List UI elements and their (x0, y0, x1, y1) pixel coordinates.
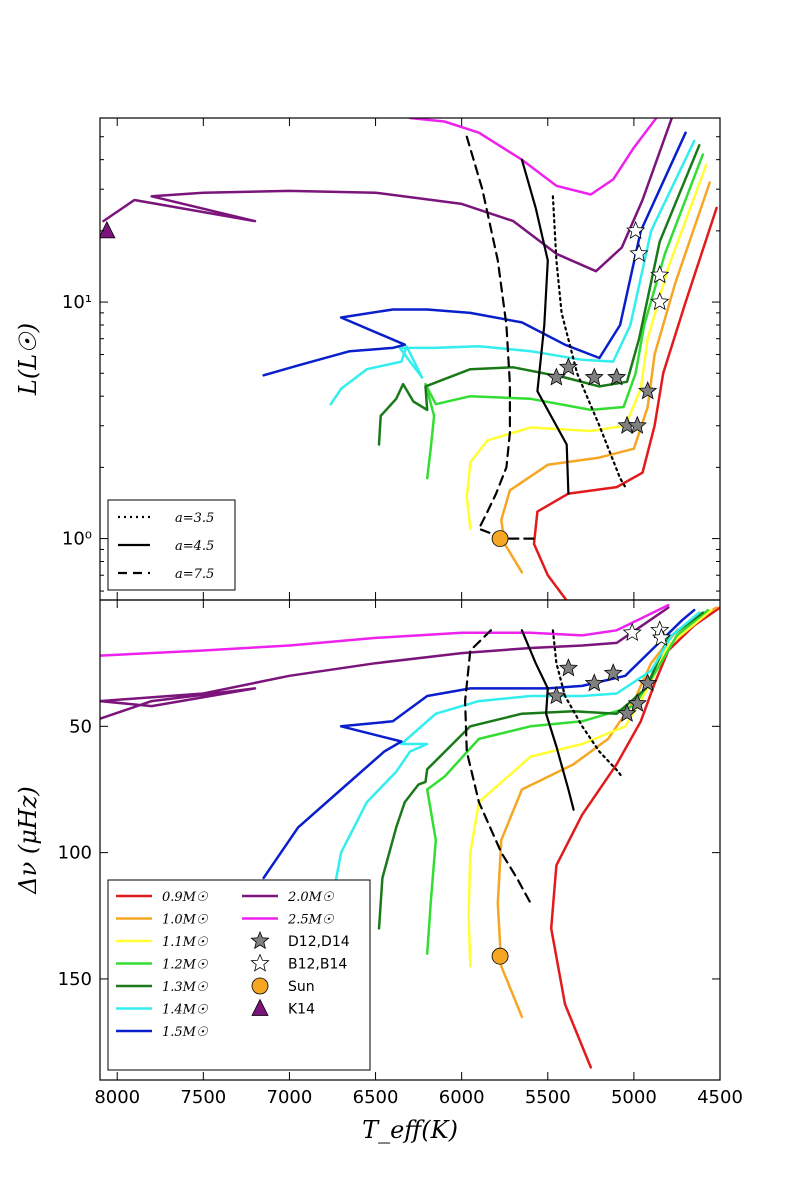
marker-b12b14 (650, 265, 670, 284)
series-line-a=4.5 (520, 158, 570, 495)
legend-marker-triangle (251, 998, 269, 1016)
marker-b12b14 (622, 622, 642, 641)
legend-label: a=7.5 (175, 567, 214, 582)
legend-frame (107, 879, 371, 1071)
panel-top: 10⁰ 10¹ L(L☉) (14, 117, 721, 601)
legend-label: K14 (288, 1002, 315, 1018)
legend-marker-star-filled (250, 930, 270, 950)
y-axis-label: Δν (μHz) (14, 786, 42, 894)
y-tick-label: 50 (69, 716, 92, 737)
x-axis-label: T_eff(K) (362, 1116, 458, 1144)
marker-b12b14 (651, 627, 672, 647)
legend-top: a=3.5 a=4.5 a=7.5 (107, 499, 236, 591)
legend-label: 1.5M☉ (162, 1025, 209, 1040)
legend-label: a=4.5 (175, 539, 214, 554)
y-tick-label: 150 (58, 969, 92, 990)
marker-b12b14 (629, 243, 649, 262)
panel-bottom: 50 100 150 Δν (μHz) (14, 599, 721, 1081)
y-axis-label: L(L☉) (14, 323, 42, 396)
marker-d12d14 (627, 415, 647, 434)
legend-marker-star-open (250, 953, 270, 972)
legend-label: 2.0M☉ (287, 890, 335, 905)
series-line-a=3.5 (551, 629, 623, 778)
x-tick-label: 5000 (611, 1087, 657, 1108)
series-line-1.2M (424, 153, 705, 480)
x-tick-label: 6000 (439, 1087, 485, 1108)
series-line-1.2M (425, 608, 710, 955)
x-tick-label: 7500 (180, 1087, 226, 1108)
marker-d12d14 (627, 693, 647, 712)
series-line-1.4M (331, 611, 701, 900)
series-line-a=7.5 (464, 629, 532, 905)
legend-label: 1.1M☉ (162, 935, 209, 950)
legend-label: 1.4M☉ (162, 1003, 209, 1018)
marker-d12d14 (603, 663, 623, 682)
series-line-0.9M (549, 606, 720, 1069)
series-line-1.0M (500, 181, 711, 574)
marker-d12d14 (584, 367, 604, 386)
x-tick-label: 4500 (697, 1087, 743, 1108)
legend-label: B12,B14 (288, 957, 347, 973)
marker-d12d14 (607, 367, 627, 386)
marker-sun (491, 530, 509, 547)
plot-area-bottom (100, 603, 720, 1069)
series-line-2.0M (102, 118, 674, 273)
legend-label: 1.0M☉ (162, 913, 209, 928)
marker-sun (491, 947, 509, 965)
legend-label: 1.2M☉ (162, 958, 209, 973)
marker-d12d14 (617, 703, 637, 722)
x-tick-label: 5500 (525, 1087, 571, 1108)
series-line-1.5M (262, 608, 696, 880)
series-line-2.5M (408, 118, 658, 196)
legend-label: a=3.5 (175, 511, 214, 526)
legend-bottom: 0.9M☉ 1.0M☉ 1.1M☉ 1.2M☉ 1.3M☉ 1.4M☉ 1.5M☉ 2.0M☉… (107, 879, 371, 1071)
series-line-a=3.5 (551, 195, 627, 489)
series-line-1.5M (262, 131, 687, 377)
plot-area-top (100, 118, 718, 600)
marker-d12d14 (558, 357, 579, 376)
legend-label: 0.9M☉ (162, 890, 209, 905)
legend-label: D12,D14 (288, 934, 350, 950)
legend-label: 2.5M☉ (287, 913, 335, 928)
marker-d12d14 (546, 367, 566, 386)
x-tick-label: 6500 (353, 1087, 399, 1108)
series-line-1.3M (377, 144, 701, 446)
series-line-1.1M (465, 163, 708, 531)
series-line-1.4M (329, 139, 696, 406)
series-line-1.0M (496, 606, 718, 1019)
marker-d12d14 (638, 381, 658, 400)
legend-marker-circle (251, 977, 269, 995)
marker-b12b14 (626, 220, 646, 239)
series-line-1.1M (467, 608, 713, 968)
y-tick-label: 10¹ (62, 292, 92, 313)
axes-frame (99, 599, 721, 1081)
x-tick-label: 7000 (267, 1087, 313, 1108)
marker-d12d14 (546, 685, 566, 705)
marker-d12d14 (638, 673, 658, 692)
marker-k14 (100, 220, 116, 239)
y-tick-label: 10⁰ (62, 529, 92, 550)
series-line-0.9M (532, 206, 718, 600)
legend-label: 1.3M☉ (162, 980, 209, 995)
series-line-1.3M (377, 611, 705, 930)
legend-label: Sun (288, 979, 315, 995)
x-tick-label: 8000 (94, 1087, 140, 1108)
series-line-2.5M (100, 603, 670, 657)
marker-d12d14 (584, 673, 604, 692)
marker-d12d14 (558, 658, 579, 677)
series-line-a=4.5 (520, 629, 575, 811)
series-line-2.0M (100, 606, 670, 720)
series-line-a=7.5 (465, 135, 536, 540)
y-tick-label: 100 (58, 843, 92, 864)
marker-b12b14 (650, 292, 670, 311)
